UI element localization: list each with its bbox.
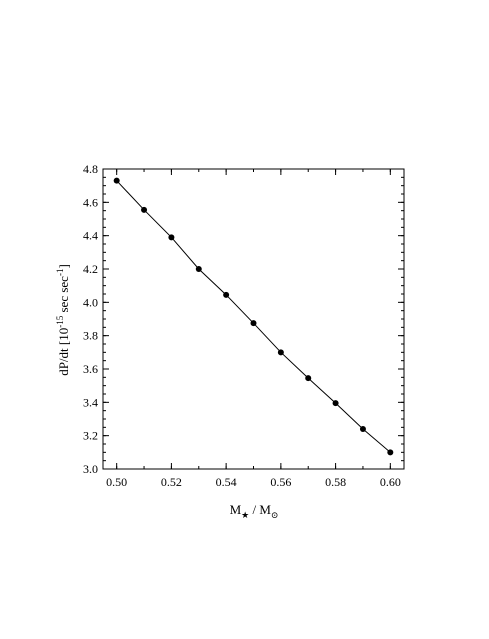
x-axis-label-subscript-sun: ⊙ [271, 510, 279, 520]
y-axis-label: dP/dt [10-15 sec sec-1] [55, 264, 71, 376]
data-point [305, 375, 312, 382]
data-point [359, 426, 366, 432]
x-tick-label: 0.50 [106, 475, 127, 489]
series-line [116, 180, 391, 453]
y-tick-labels: 3.0 3.2 3.4 3.6 3.8 4.0 4.2 4.4 4.6 4.8 [83, 162, 98, 476]
major-ticks [103, 168, 404, 470]
y-tick-label: 4.4 [83, 229, 98, 243]
data-point [141, 206, 148, 213]
x-tick-labels: 0.50 0.52 0.54 0.56 0.58 0.60 [106, 475, 401, 489]
y-tick-label: 3.0 [83, 462, 98, 476]
y-tick-label: 3.6 [83, 362, 98, 376]
x-axis-label: M★ / M⊙ [230, 502, 279, 520]
data-point [223, 291, 230, 298]
data-point [113, 177, 120, 184]
x-axis-label-subscript-star: ★ [241, 510, 249, 520]
x-tick-label: 0.60 [380, 475, 401, 489]
data-point [332, 400, 339, 407]
data-point [168, 234, 175, 241]
data-points [113, 177, 394, 456]
y-axis-label-middle: sec sec [56, 276, 71, 316]
y-tick-label: 3.4 [83, 395, 98, 409]
y-tick-label: 4.6 [83, 195, 98, 209]
x-tick-label: 0.54 [216, 475, 237, 489]
x-tick-label: 0.52 [161, 475, 182, 489]
data-point [277, 349, 284, 356]
x-tick-label: 0.58 [325, 475, 346, 489]
y-tick-label: 4.2 [83, 262, 98, 276]
y-axis-label-exponent-1: -15 [55, 315, 65, 327]
x-tick-label: 0.56 [270, 475, 291, 489]
y-axis-label-end: ] [56, 264, 71, 268]
data-point [250, 320, 257, 327]
y-tick-label: 4.0 [83, 295, 98, 309]
data-point [195, 266, 202, 272]
y-tick-label: 3.8 [83, 329, 98, 343]
y-axis-label-exponent-2: -1 [55, 269, 65, 277]
y-tick-label: 4.8 [83, 162, 98, 176]
x-axis-label-slash: / M [249, 502, 271, 517]
y-tick-label: 3.2 [83, 429, 98, 443]
data-point [387, 449, 394, 456]
